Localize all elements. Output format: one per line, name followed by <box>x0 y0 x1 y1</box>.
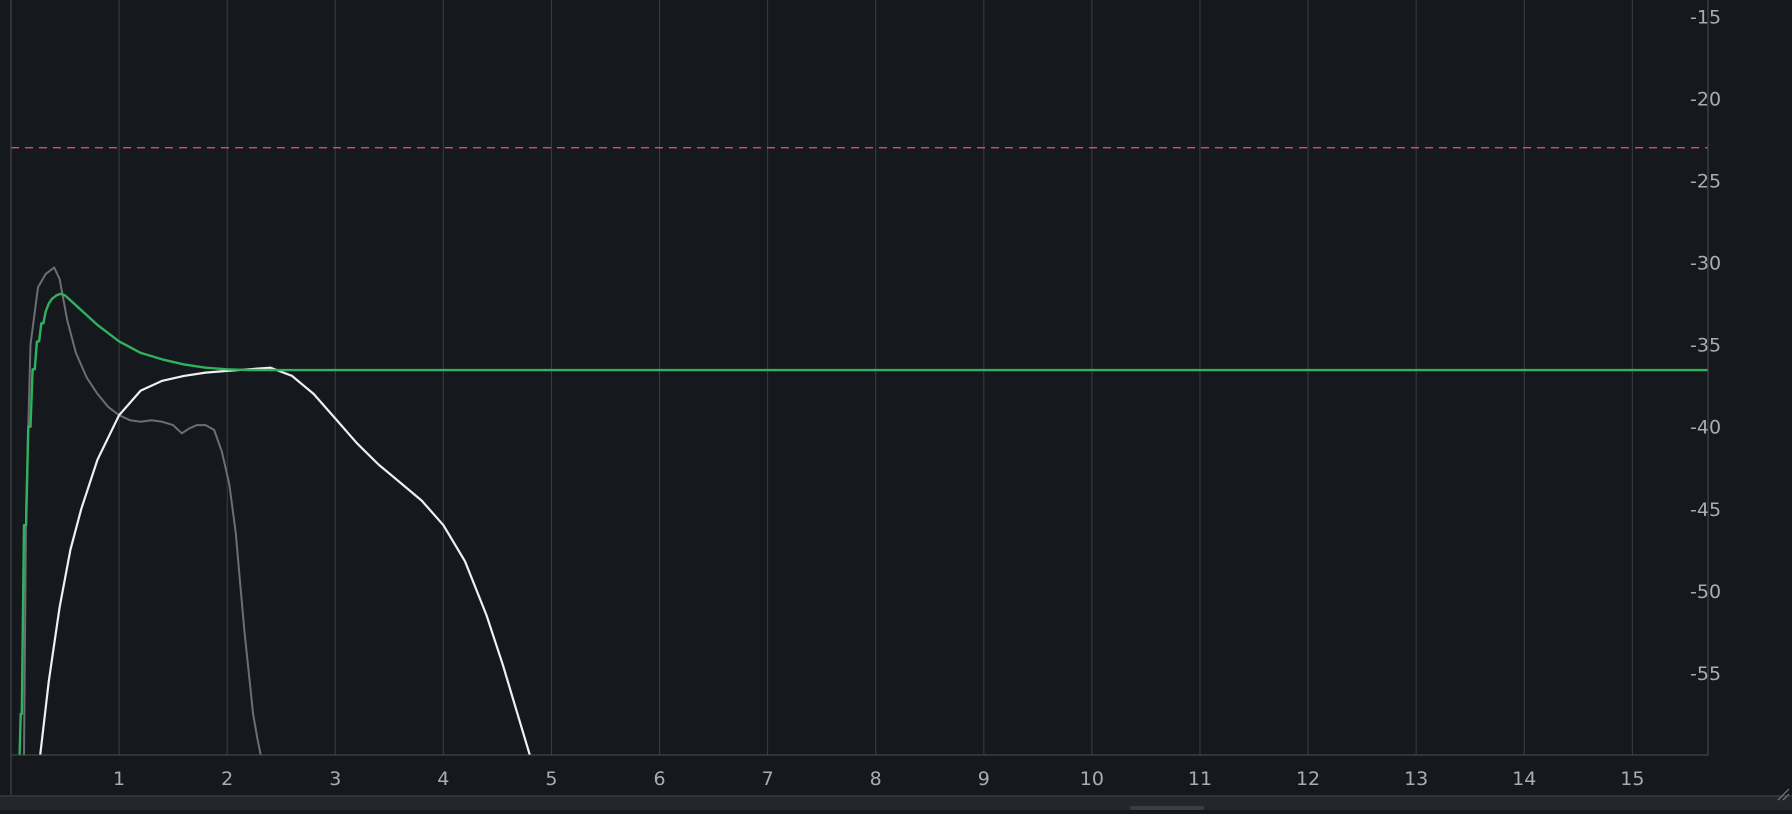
x-tick-label: 3 <box>329 768 341 790</box>
y-tick-label: -55 <box>1690 663 1721 685</box>
x-tick-label: 9 <box>978 768 990 790</box>
y-tick-label: -45 <box>1690 499 1721 521</box>
x-tick-label: 10 <box>1080 768 1104 790</box>
resize-grip-icon[interactable] <box>1777 788 1790 801</box>
series-line-short-term <box>39 366 531 755</box>
x-tick-label: 1 <box>113 768 125 790</box>
y-tick-label: -20 <box>1690 88 1721 110</box>
status-strip <box>0 797 1792 810</box>
x-tick-label: 8 <box>870 768 882 790</box>
x-tick-label: 2 <box>221 768 233 790</box>
y-tick-label: -25 <box>1690 171 1721 193</box>
label-layer: 1 2 3 4 5 6 7 8 9 10 11 12 13 14 15-15-20-25-30-35-40-… <box>113 6 1721 790</box>
grid-layer <box>118 0 1633 755</box>
x-tick-label: 13 <box>1404 768 1428 790</box>
series-line-momentary <box>23 266 262 755</box>
series-line-integrated <box>18 292 1708 755</box>
x-tick-label: 12 <box>1296 768 1320 790</box>
x-tick-label: 7 <box>762 768 774 790</box>
y-tick-label: -15 <box>1690 6 1721 28</box>
y-tick-label: -35 <box>1690 335 1721 357</box>
scroll-handle[interactable] <box>1130 806 1204 810</box>
y-tick-label: -40 <box>1690 417 1721 439</box>
x-tick-label: 14 <box>1512 768 1536 790</box>
x-tick-label: 15 <box>1620 768 1644 790</box>
series-layer <box>18 266 1708 755</box>
y-tick-label: -50 <box>1690 581 1721 603</box>
x-tick-label: 11 <box>1188 768 1212 790</box>
x-tick-label: 6 <box>653 768 665 790</box>
x-tick-label: 5 <box>545 768 557 790</box>
x-tick-label: 4 <box>437 768 449 790</box>
y-tick-label: -30 <box>1690 253 1721 275</box>
